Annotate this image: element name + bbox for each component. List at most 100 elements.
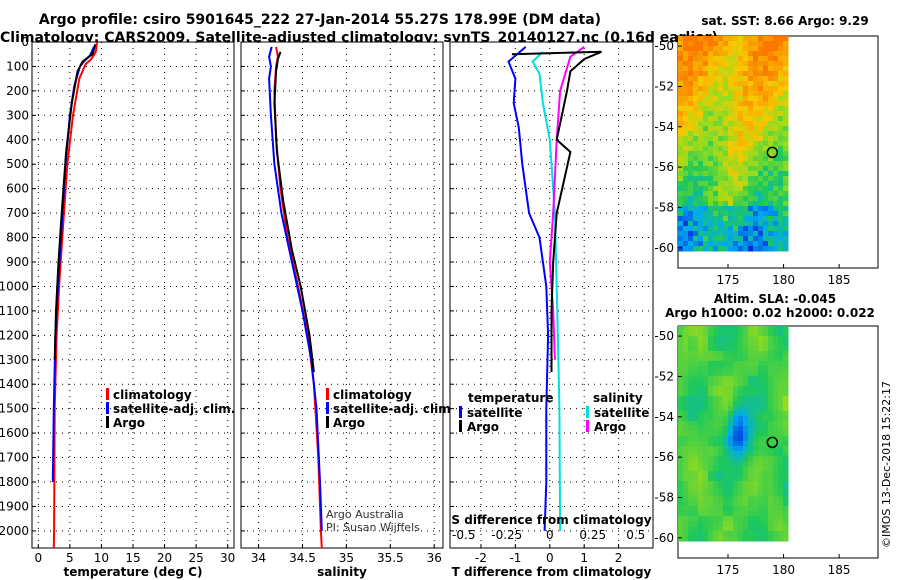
map-cell: [753, 221, 759, 227]
legend-label: climatology: [113, 388, 192, 402]
map-cell: [743, 46, 749, 52]
map-cell: [698, 41, 704, 47]
map-cell: [773, 361, 779, 367]
map-cell: [773, 431, 779, 437]
map-cell: [698, 106, 704, 112]
map-cell: [718, 376, 724, 382]
map-cell: [713, 386, 719, 392]
map-cell: [778, 396, 784, 402]
map-cell: [783, 111, 789, 117]
map-cell: [763, 536, 769, 542]
map-cell: [758, 36, 764, 42]
map-cell: [773, 81, 779, 87]
map-cell: [693, 416, 699, 422]
map-cell: [708, 336, 714, 342]
map-cell: [738, 326, 744, 332]
legend-label: Argo: [594, 420, 626, 434]
map-cell: [733, 381, 739, 387]
map-cell: [763, 381, 769, 387]
map-cell: [708, 236, 714, 242]
map-cell: [778, 366, 784, 372]
map-cell: [688, 371, 694, 377]
map-cell: [758, 366, 764, 372]
map-cell: [768, 331, 774, 337]
map-cell: [753, 51, 759, 57]
map-cell: [783, 341, 789, 347]
map-cell: [768, 231, 774, 237]
map-cell: [683, 536, 689, 542]
map-cell: [703, 151, 709, 157]
map-cell: [703, 46, 709, 52]
map-cell: [763, 506, 769, 512]
map-cell: [718, 136, 724, 142]
map-cell: [773, 411, 779, 417]
map-cell: [688, 491, 694, 497]
sla-map: 175 180 185-50-52-54-56-58-60: [654, 325, 879, 577]
map-cell: [778, 531, 784, 537]
map-cell: [753, 346, 759, 352]
map-cell: [693, 71, 699, 77]
map-cell: [723, 236, 729, 242]
figure-title: Argo profile: csiro 5901645_222 27-Jan-2…: [38, 12, 602, 28]
map-cell: [713, 416, 719, 422]
map-cell: [733, 371, 739, 377]
map-cell: [773, 111, 779, 117]
map-cell: [738, 226, 744, 232]
map-cell: [693, 91, 699, 97]
map-cell: [773, 176, 779, 182]
y-tick-label: 1200: [0, 328, 29, 342]
map-cell: [733, 366, 739, 372]
map-cell: [763, 86, 769, 92]
map-cell: [698, 111, 704, 117]
map-cell: [728, 451, 734, 457]
sst-map: 175 180 185-50-52-54-56-58-60: [654, 35, 879, 287]
map-cell: [763, 531, 769, 537]
map-cell: [693, 346, 699, 352]
map-y-tick-label: -56: [654, 160, 674, 174]
map-cell: [713, 226, 719, 232]
map-cell: [783, 361, 789, 367]
map-cell: [738, 176, 744, 182]
map-cell: [733, 461, 739, 467]
map-cell: [748, 361, 754, 367]
map-cell: [753, 351, 759, 357]
map-cell: [703, 51, 709, 57]
map-cell: [768, 466, 774, 472]
map-cell: [703, 96, 709, 102]
map-cell: [733, 396, 739, 402]
map-cell: [718, 466, 724, 472]
map-cell: [688, 86, 694, 92]
map-cell: [718, 506, 724, 512]
map-cell: [718, 496, 724, 502]
map-cell: [773, 531, 779, 537]
map-cell: [723, 341, 729, 347]
map-cell: [728, 461, 734, 467]
map-cell: [723, 41, 729, 47]
map-cell: [708, 326, 714, 332]
map-cell: [713, 91, 719, 97]
map-cell: [778, 76, 784, 82]
map-cell: [783, 416, 789, 422]
map-cell: [768, 446, 774, 452]
map-cell: [723, 186, 729, 192]
map-cell: [678, 121, 684, 127]
map-cell: [733, 376, 739, 382]
map-cell: [773, 516, 779, 522]
x-tick-label: 34: [251, 551, 266, 565]
map-cell: [708, 51, 714, 57]
map-cell: [718, 216, 724, 222]
y-tick-label: 200: [6, 84, 29, 98]
x-tick-label: 2: [615, 551, 623, 565]
map-cell: [748, 351, 754, 357]
map-cell: [748, 456, 754, 462]
map-cell: [738, 181, 744, 187]
map-cell: [683, 166, 689, 172]
map-cell: [733, 386, 739, 392]
map-cell: [693, 486, 699, 492]
map-cell: [783, 81, 789, 87]
map-cell: [703, 241, 709, 247]
map-cell: [703, 516, 709, 522]
map-cell: [748, 161, 754, 167]
map-cell: [678, 226, 684, 232]
map-cell: [773, 521, 779, 527]
